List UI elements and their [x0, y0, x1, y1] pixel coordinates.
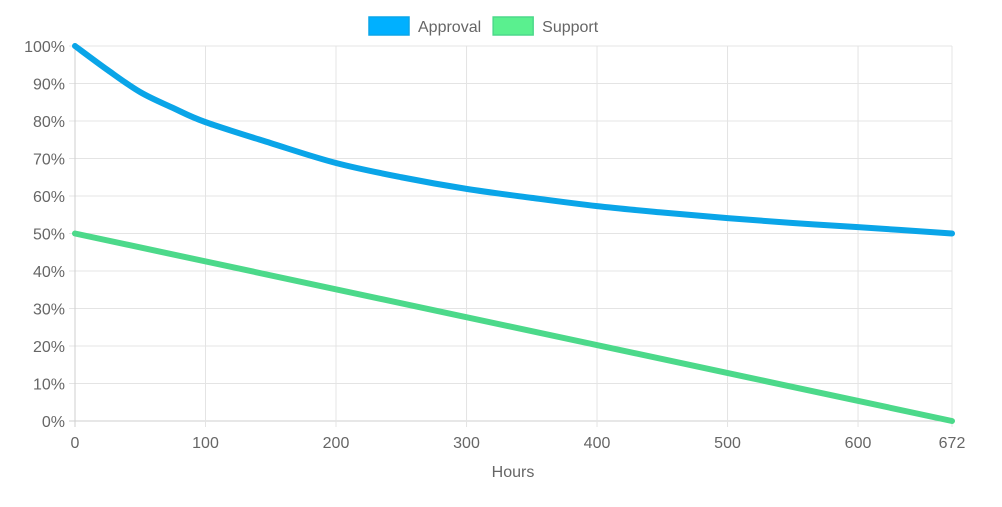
legend-item-support[interactable]: Support — [492, 16, 599, 36]
y-tick-label: 100% — [24, 39, 65, 56]
y-tick-label: 20% — [33, 339, 65, 356]
y-tick-label: 40% — [33, 264, 65, 281]
x-tick-label: 400 — [584, 435, 611, 452]
x-axis: 0 100 200 300 400 500 600 672 — [71, 435, 966, 452]
y-tick-label: 90% — [33, 77, 65, 94]
y-tick-label: 60% — [33, 189, 65, 206]
series-line-support — [72, 230, 955, 424]
legend-item-approval[interactable]: Approval — [368, 16, 481, 36]
legend-label: Support — [542, 19, 599, 36]
x-tick-label: 200 — [323, 435, 350, 452]
grid — [69, 45, 953, 427]
y-tick-label: 10% — [33, 377, 65, 394]
x-axis-label: Hours — [492, 464, 535, 481]
y-tick-label: 80% — [33, 114, 65, 131]
legend-swatch-approval — [368, 16, 410, 36]
x-tick-label: 500 — [714, 435, 741, 452]
series-line-approval — [72, 43, 955, 237]
y-tick-label: 0% — [42, 414, 65, 431]
legend[interactable]: Approval Support — [368, 16, 599, 36]
y-tick-label: 30% — [33, 302, 65, 319]
x-tick-label: 100 — [192, 435, 219, 452]
x-tick-label: 0 — [71, 435, 80, 452]
y-tick-label: 70% — [33, 152, 65, 169]
x-tick-label: 300 — [453, 435, 480, 452]
series-lines — [72, 43, 955, 424]
legend-swatch-support — [492, 16, 534, 36]
x-tick-label: 600 — [845, 435, 872, 452]
x-tick-label: 672 — [939, 435, 966, 452]
legend-label: Approval — [418, 19, 481, 36]
y-axis: 0% 10% 20% 30% 40% 50% 60% 70% 80% 90% 100% — [24, 39, 65, 431]
y-tick-label: 50% — [33, 227, 65, 244]
